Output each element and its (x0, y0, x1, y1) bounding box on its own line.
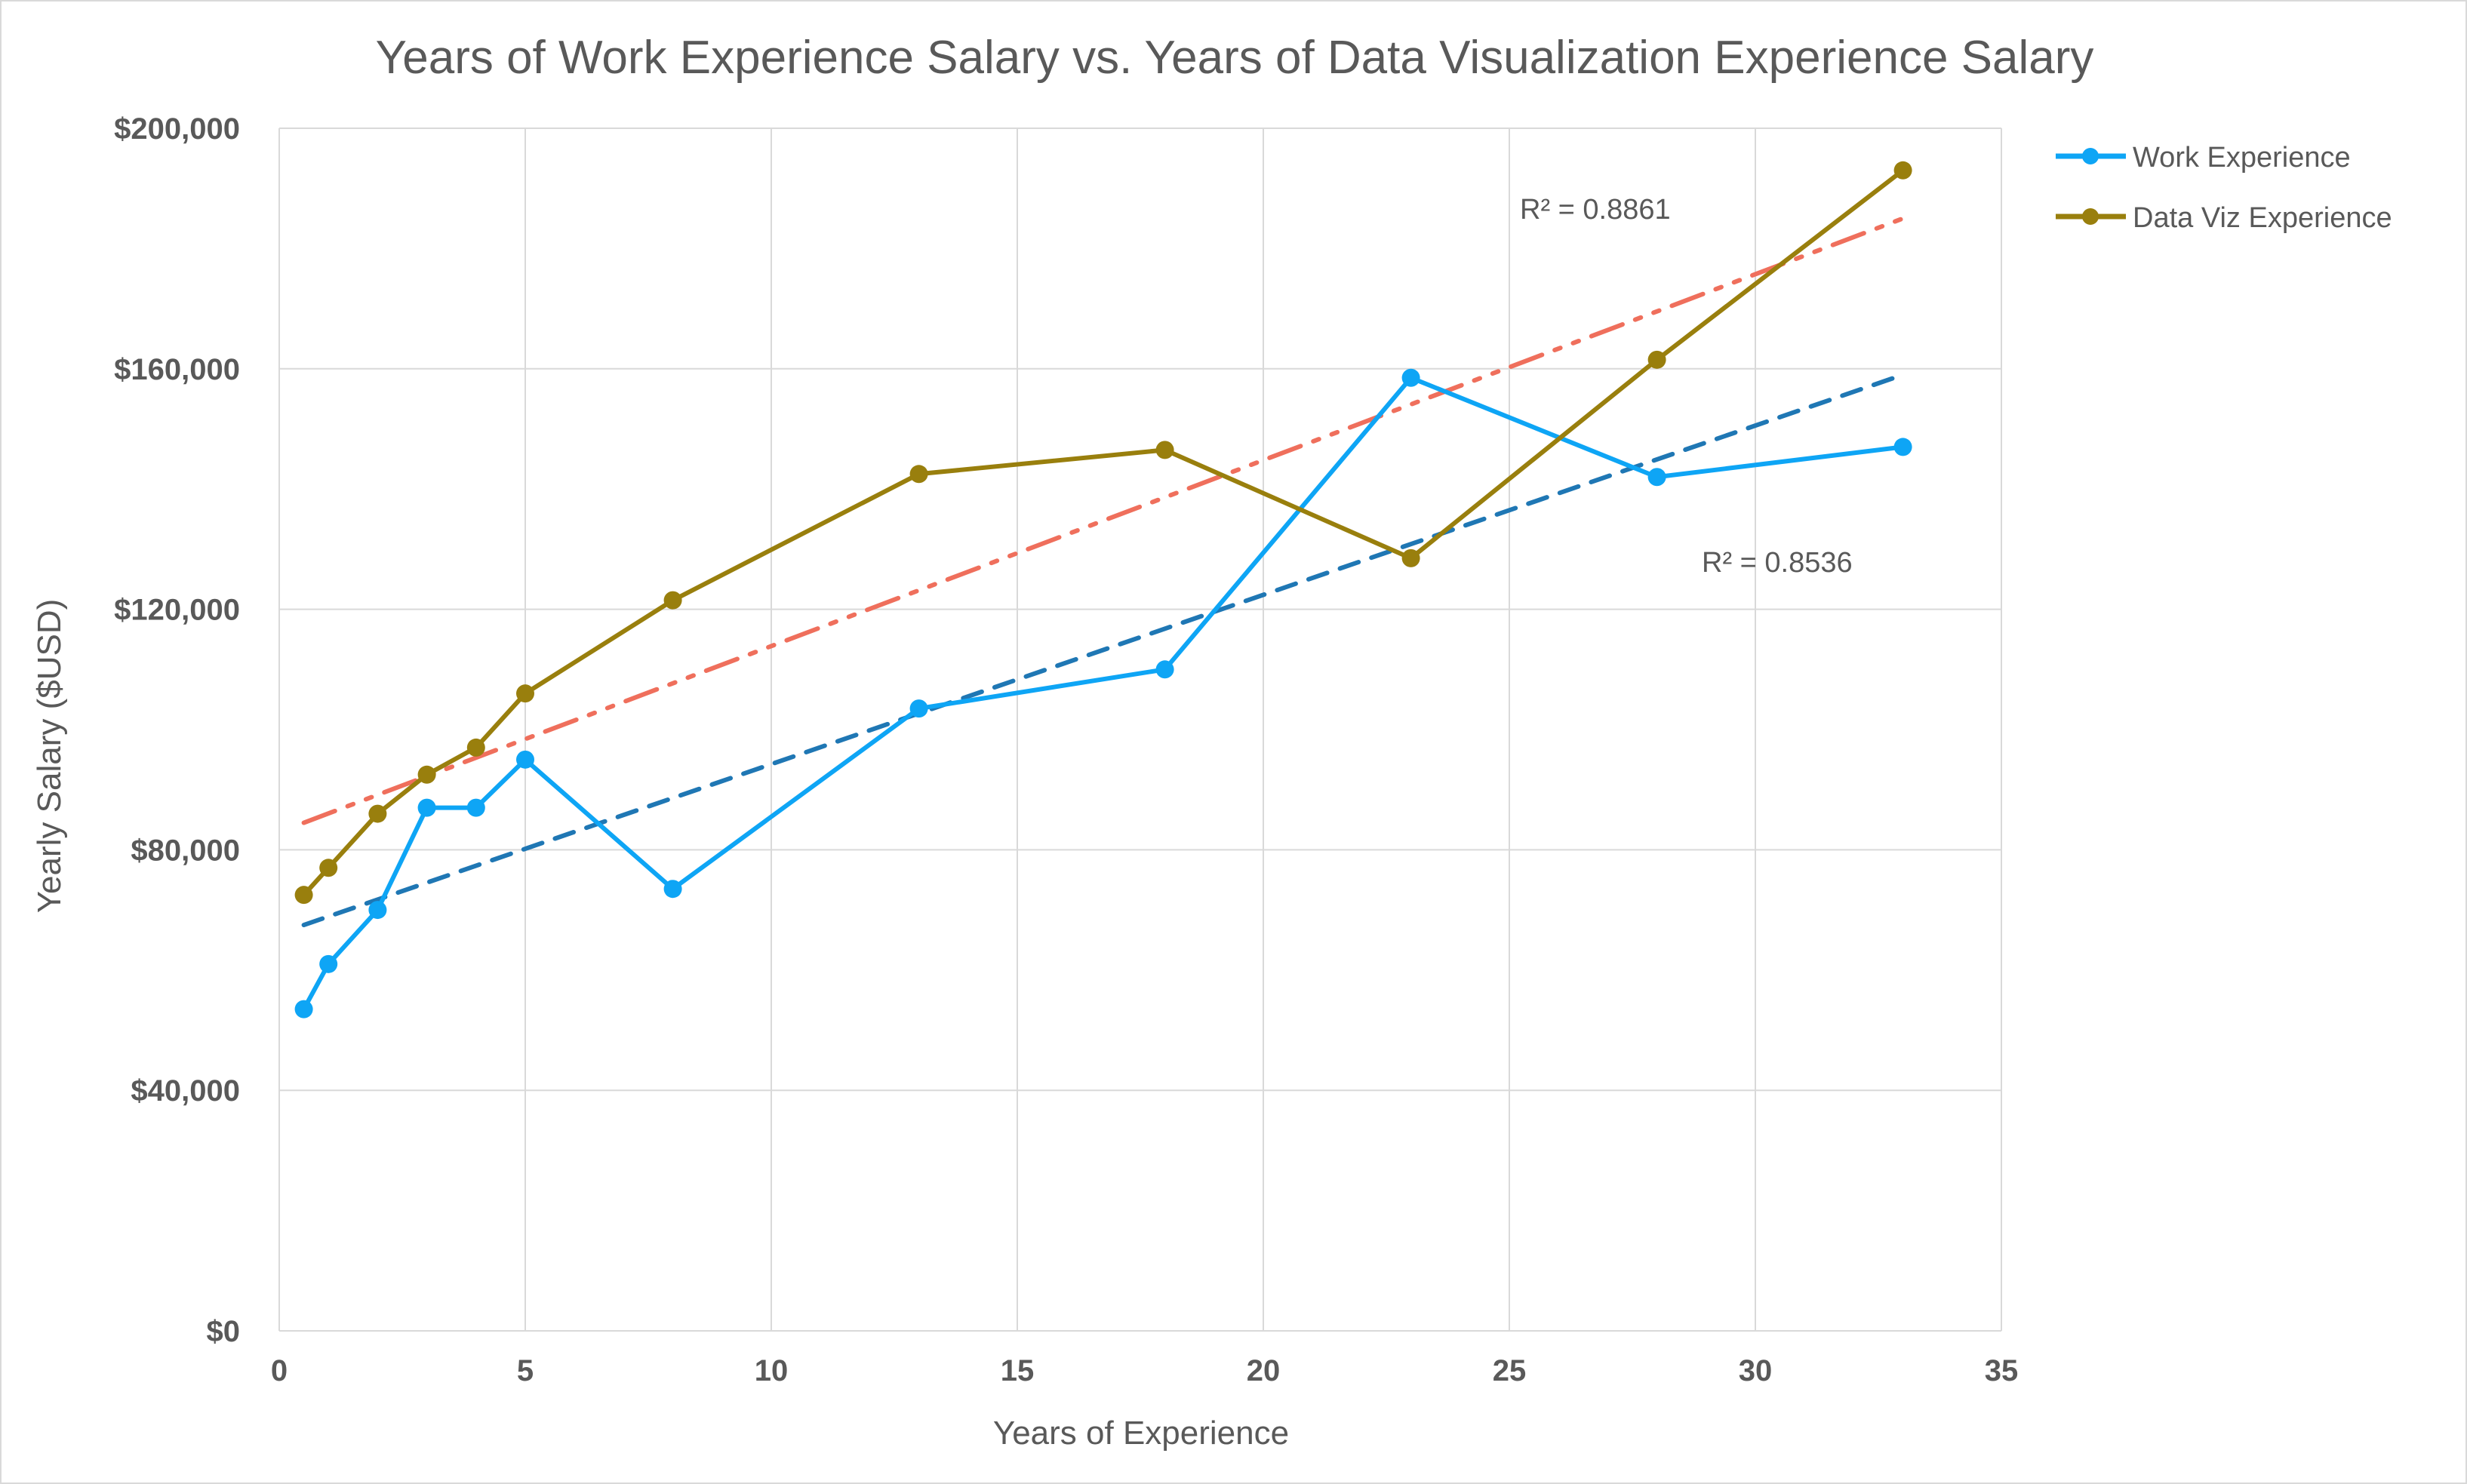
trendlines (301, 216, 1906, 928)
data-point-work-experience (368, 901, 387, 920)
y-tick-labels: $0 $40,000 $80,000 $120,000 $160,000 $200,000 (114, 112, 240, 1348)
x-tick-label: 20 (1247, 1354, 1281, 1387)
data-point-data-viz-experience (319, 859, 338, 877)
y-tick-label: $40,000 (131, 1074, 240, 1108)
x-tick-label: 10 (755, 1354, 789, 1387)
x-tick-label: 25 (1493, 1354, 1527, 1387)
data-point-data-viz-experience (368, 804, 387, 823)
legend: Work Experience Data Viz Experience (2056, 142, 2392, 234)
r2-label-work-experience: R² = 0.8536 (1702, 547, 1853, 579)
data-point-work-experience (466, 798, 485, 817)
x-axis-title: Years of Experience (993, 1415, 1289, 1452)
data-point-data-viz-experience (466, 738, 485, 757)
data-point-data-viz-experience (663, 591, 682, 610)
x-tick-label: 15 (1001, 1354, 1035, 1387)
x-tick-label: 5 (517, 1354, 534, 1387)
series-lines (294, 161, 1912, 1019)
data-point-work-experience (1401, 368, 1420, 387)
data-point-data-viz-experience (1893, 161, 1912, 180)
chart-title: Years of Work Experience Salary vs. Year… (376, 32, 2094, 84)
data-point-data-viz-experience (294, 886, 313, 905)
data-point-work-experience (417, 798, 436, 817)
legend-item-work-experience: Work Experience (2056, 142, 2351, 174)
y-tick-label: $200,000 (114, 112, 240, 146)
legend-marker-work-experience (2082, 148, 2099, 164)
data-point-work-experience (1647, 468, 1666, 487)
data-point-work-experience (909, 699, 928, 718)
data-point-work-experience (516, 750, 534, 769)
data-point-data-viz-experience (909, 465, 928, 484)
series-line-work-experience (301, 375, 1903, 1011)
data-point-work-experience (294, 1000, 313, 1019)
legend-label-work-experience: Work Experience (2133, 142, 2351, 174)
data-point-data-viz-experience (1155, 441, 1174, 459)
legend-item-data-viz-experience: Data Viz Experience (2056, 202, 2392, 234)
x-tick-labels: 0 5 10 15 20 25 30 35 (271, 1354, 2018, 1387)
trendline-data-viz-experience (301, 216, 1906, 825)
data-point-data-viz-experience (1401, 548, 1420, 567)
data-point-data-viz-experience (417, 765, 436, 784)
data-point-work-experience (1893, 438, 1912, 456)
legend-marker-data-viz-experience (2082, 208, 2099, 225)
y-tick-label: $0 (207, 1315, 241, 1348)
y-axis-title: Yearly Salary ($USD) (31, 599, 68, 914)
data-point-work-experience (663, 880, 682, 899)
x-tick-label: 35 (1985, 1354, 2019, 1387)
data-point-work-experience (1155, 660, 1174, 679)
x-tick-label: 30 (1739, 1354, 1773, 1387)
data-point-work-experience (319, 954, 338, 973)
y-tick-label: $120,000 (114, 594, 240, 627)
data-point-data-viz-experience (516, 684, 534, 703)
legend-label-data-viz-experience: Data Viz Experience (2133, 202, 2392, 234)
data-point-data-viz-experience (1647, 350, 1666, 369)
y-tick-label: $160,000 (114, 353, 240, 386)
series-line-data-viz-experience (302, 168, 1905, 897)
x-tick-label: 0 (271, 1354, 288, 1387)
gridlines (278, 128, 2002, 1332)
r2-label-data-viz: R² = 0.8861 (1520, 194, 1671, 226)
y-tick-label: $80,000 (131, 834, 240, 867)
